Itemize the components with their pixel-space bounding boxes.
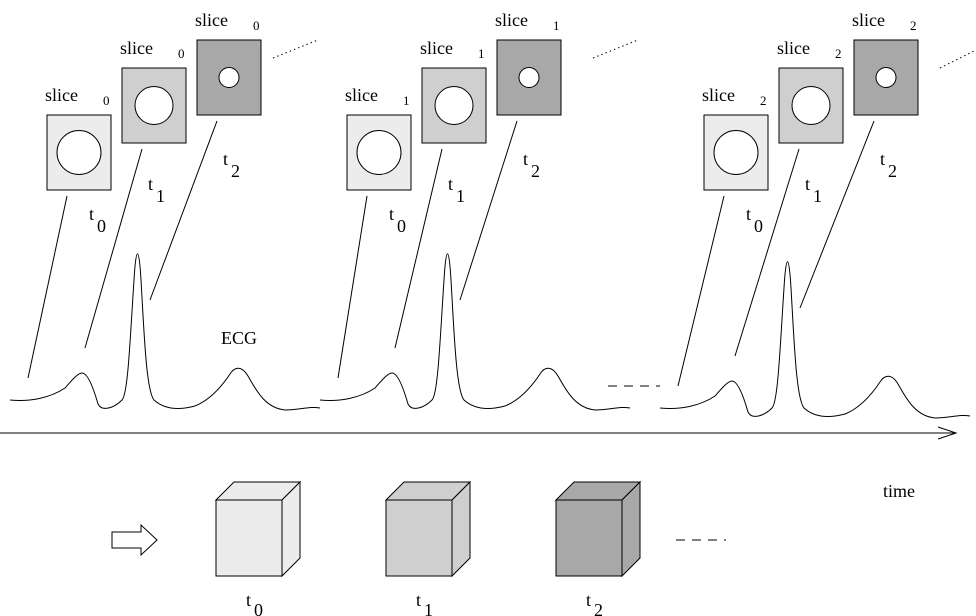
heart-cross-section-g2-t2	[875, 67, 897, 88]
slice-index-g2-t2: 2	[910, 18, 917, 33]
volume-cube-front-2	[555, 499, 623, 577]
image-frames	[46, 39, 919, 191]
dotted-continuation-group-3	[939, 49, 976, 69]
volume-cube-side-1	[451, 480, 471, 578]
heart-cross-section-g0-t2	[218, 67, 240, 88]
slice-label-g0-t1: slice	[120, 38, 153, 58]
dotted-continuation-group-2	[592, 39, 639, 59]
leader-line-g0-t0	[27, 195, 68, 379]
time-label-g0-t2: t	[223, 149, 228, 169]
volume-cube-side-0	[281, 480, 301, 578]
continuation-marks	[272, 39, 976, 541]
time-axis-arrowhead	[937, 426, 958, 440]
volume-cube-front-0	[215, 499, 283, 577]
volume-time-subscript-1: 1	[424, 600, 433, 616]
ecg-label: ECG	[221, 328, 257, 348]
heart-cross-section-g2-t1	[791, 86, 831, 125]
heart-cross-section-g1-t1	[434, 86, 474, 125]
time-subscript-g1-t2: 2	[531, 161, 540, 181]
time-label-g2-t1: t	[805, 174, 810, 194]
time-subscript-g1-t1: 1	[456, 186, 465, 206]
leader-line-g0-t2	[149, 120, 218, 301]
time-subscript-g0-t1: 1	[156, 186, 165, 206]
slice-label-g0-t0: slice	[45, 85, 78, 105]
time-subscript-g2-t0: 0	[754, 216, 763, 236]
heart-cross-section-g0-t1	[134, 86, 174, 125]
ecg-traces	[9, 253, 971, 419]
slice-label-g2-t1: slice	[777, 38, 810, 58]
slice-index-g2-t1: 2	[835, 46, 842, 61]
heart-cross-section-g0-t0	[56, 130, 102, 175]
volume-time-label-2: t	[586, 590, 591, 610]
slice-index-g1-t2: 1	[553, 18, 560, 33]
slice-index-g2-t0: 2	[760, 93, 767, 108]
slice-index-g0-t0: 0	[103, 93, 110, 108]
time-label-g1-t0: t	[389, 204, 394, 224]
leader-line-g2-t2	[799, 120, 875, 309]
slice-label-g1-t1: slice	[420, 38, 453, 58]
leader-line-g1-t1	[394, 148, 443, 349]
time-label-g2-t0: t	[746, 204, 751, 224]
dotted-continuation-group-1	[272, 39, 319, 59]
image-frame-g1-t1	[421, 67, 487, 144]
ecg-trace-0	[9, 253, 321, 411]
slice-index-g1-t0: 1	[403, 93, 410, 108]
heart-cross-section-g1-t0	[356, 130, 402, 175]
time-subscript-g2-t2: 2	[888, 161, 897, 181]
leader-line-g1-t2	[459, 120, 518, 301]
slice-label-g2-t2: slice	[852, 10, 885, 30]
time-axis: time	[0, 426, 958, 501]
ecg-trace-2	[659, 261, 971, 419]
leader-line-g1-t0	[337, 195, 368, 379]
time-label-g0-t0: t	[89, 204, 94, 224]
slice-label-g1-t0: slice	[345, 85, 378, 105]
volume-cube-front-1	[385, 499, 453, 577]
time-subscript-g0-t2: 2	[231, 161, 240, 181]
time-label-g1-t2: t	[523, 149, 528, 169]
leader-line-g2-t0	[677, 195, 725, 387]
slice-label-g2-t0: slice	[702, 85, 735, 105]
volume-time-label-1: t	[416, 590, 421, 610]
slice-index-g1-t1: 1	[478, 46, 485, 61]
leader-line-g2-t1	[734, 148, 800, 357]
volume-time-subscript-0: 0	[254, 600, 263, 616]
heart-cross-section-g1-t2	[518, 67, 540, 88]
slice-index-g0-t1: 0	[178, 46, 185, 61]
heart-cross-section-g2-t0	[713, 130, 759, 175]
hollow-arrow-icon	[111, 523, 158, 557]
time-label-g2-t2: t	[880, 149, 885, 169]
volume-time-label-0: t	[246, 590, 251, 610]
time-subscript-g1-t0: 0	[397, 216, 406, 236]
volume-cubes	[214, 480, 642, 578]
time-axis-label: time	[883, 481, 915, 501]
volume-time-subscript-2: 2	[594, 600, 603, 616]
leader-lines	[27, 120, 875, 387]
slice-label-g0-t2: slice	[195, 10, 228, 30]
time-label-g1-t1: t	[448, 174, 453, 194]
volume-cube-side-2	[621, 480, 641, 578]
time-subscript-g0-t0: 0	[97, 216, 106, 236]
time-label-g0-t1: t	[148, 174, 153, 194]
time-subscript-g2-t1: 1	[813, 186, 822, 206]
slice-index-g0-t2: 0	[253, 18, 260, 33]
ecg-trace-1	[319, 253, 631, 411]
slice-label-g1-t2: slice	[495, 10, 528, 30]
leader-line-g0-t1	[84, 148, 143, 349]
